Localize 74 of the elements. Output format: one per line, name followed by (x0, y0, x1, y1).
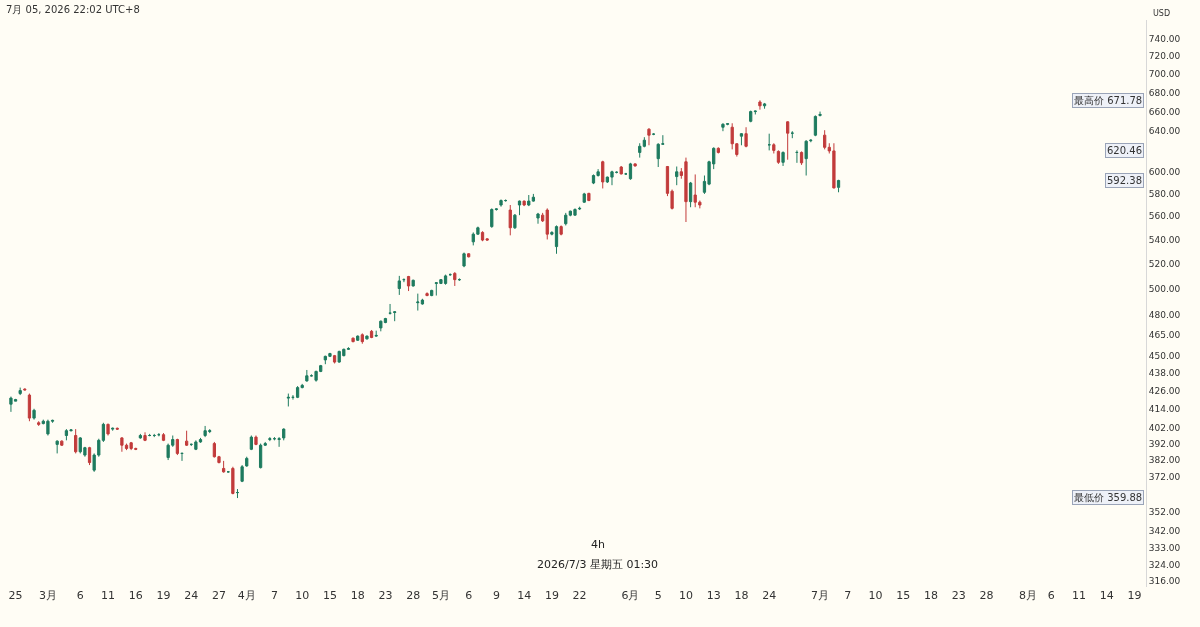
x-tick-label: 5月 (431, 589, 450, 602)
y-tick-label: 402.00 (1148, 422, 1181, 433)
y-tick-label: 540.00 (1148, 234, 1181, 245)
x-tick-label: 7 (844, 589, 852, 602)
x-tick-label: 7月 (811, 589, 830, 602)
x-tick-label: 28 (979, 589, 994, 602)
y-tick-label: 465.00 (1148, 329, 1181, 340)
y-tick-label: 352.00 (1148, 507, 1181, 518)
x-tick-label: 10 (868, 589, 883, 602)
x-tick-label: 22 (572, 589, 587, 602)
x-tick-label: 14 (517, 589, 532, 602)
y-tick-label: 720.00 (1148, 51, 1181, 62)
y-tick-label: 520.00 (1148, 258, 1181, 269)
y-tick-label: 640.00 (1148, 126, 1181, 137)
x-tick-label: 15 (322, 589, 337, 602)
x-tick-label: 18 (734, 589, 749, 602)
y-tick-label: 316.00 (1148, 576, 1181, 587)
x-tick-label: 11 (1071, 589, 1086, 602)
x-tick-label: 3月 (38, 589, 57, 602)
x-tick-label: 18 (350, 589, 365, 602)
x-tick-label: 6月 (621, 589, 640, 602)
x-tick-label: 24 (762, 589, 777, 602)
y-tick-label: 426.00 (1148, 385, 1181, 396)
y-tick-label: 382.00 (1148, 455, 1181, 466)
y-tick-label: 342.00 (1148, 525, 1181, 536)
x-tick-label: 15 (896, 589, 911, 602)
y-tick-label: 700.00 (1148, 69, 1181, 80)
annotation: 592.38 (1107, 175, 1142, 186)
x-tick-label: 27 (211, 589, 226, 602)
x-tick-label: 6 (465, 589, 473, 602)
y-tick-label: 392.00 (1148, 438, 1181, 449)
y-tick-label: 372.00 (1148, 472, 1181, 483)
y-tick-label: 500.00 (1148, 283, 1181, 294)
y-tick-label: 324.00 (1148, 560, 1181, 571)
x-tick-label: 24 (184, 589, 199, 602)
x-tick-label: 18 (924, 589, 939, 602)
y-axis-title: USD (1153, 9, 1171, 18)
x-tick-label: 6 (76, 589, 84, 602)
x-tick-label: 16 (128, 589, 143, 602)
annotation: 4h (591, 538, 605, 551)
text: 7月 05, 2026 22:02 UTC+8 (6, 4, 140, 15)
annotation: 最低价 359.88 (1074, 492, 1143, 503)
y-tick-label: 560.00 (1148, 211, 1181, 222)
y-tick-label: 450.00 (1148, 350, 1181, 361)
x-tick-label: 6 (1047, 589, 1055, 602)
x-tick-label: 5 (654, 589, 662, 602)
x-tick-label: 9 (492, 589, 500, 602)
x-tick-label: 19 (156, 589, 171, 602)
x-tick-label: 10 (678, 589, 693, 602)
y-tick-label: 414.00 (1148, 403, 1181, 414)
y-tick-label: 740.00 (1148, 33, 1181, 44)
x-tick-label: 28 (406, 589, 421, 602)
x-tick-label: 11 (101, 589, 116, 602)
x-tick-label: 25 (8, 589, 23, 602)
annotation: 最高价 671.78 (1074, 95, 1143, 106)
y-tick-label: 333.00 (1148, 542, 1181, 553)
x-tick-label: 7 (270, 589, 278, 602)
x-tick-label: 23 (951, 589, 966, 602)
x-tick-label: 19 (1127, 589, 1142, 602)
y-tick-label: 600.00 (1148, 167, 1181, 178)
x-tick-label: 10 (295, 589, 310, 602)
y-tick-label: 480.00 (1148, 309, 1181, 320)
x-tick-label: 8月 (1019, 589, 1038, 602)
y-tick-label: 580.00 (1148, 189, 1181, 200)
y-tick-label: 438.00 (1148, 368, 1181, 379)
x-tick-label: 4月 (237, 589, 256, 602)
x-tick-label: 14 (1099, 589, 1114, 602)
x-tick-label: 13 (706, 589, 721, 602)
annotation: 620.46 (1107, 145, 1142, 156)
annotation: 2026/7/3 星期五 01:30 (537, 558, 659, 571)
y-tick-label: 680.00 (1148, 87, 1181, 98)
x-tick-label: 23 (378, 589, 393, 602)
x-tick-label: 19 (544, 589, 559, 602)
y-tick-label: 660.00 (1148, 106, 1181, 117)
